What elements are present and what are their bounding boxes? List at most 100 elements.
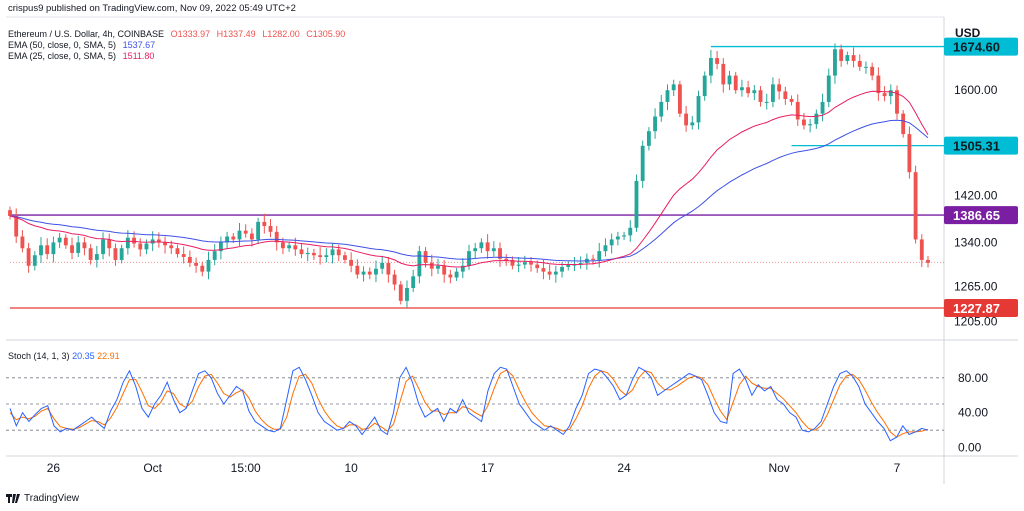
candle-body: [231, 236, 236, 240]
candle-body: [305, 252, 310, 255]
price-tick-label: 1420.00: [954, 189, 998, 203]
candle-body: [237, 230, 242, 240]
brand[interactable]: TradingView: [6, 493, 79, 504]
candle-body: [349, 259, 354, 266]
candle-body: [746, 87, 751, 94]
candle-body: [640, 145, 645, 181]
level-tag-bg: [944, 37, 1018, 56]
time-tick-label: 10: [344, 461, 358, 475]
candle-body: [808, 124, 813, 126]
candle-body: [293, 245, 298, 250]
level-price-tag: 1227.87: [944, 298, 1018, 317]
candle-body: [63, 237, 68, 246]
candle-body: [690, 122, 695, 126]
candle-body: [646, 131, 651, 146]
candle-body: [287, 245, 292, 249]
level-tag-bg: [944, 136, 1018, 155]
symbol-title[interactable]: Ethereum / U.S. Dollar, 4h, COINBASE: [8, 29, 165, 39]
time-tick-label: 15:00: [231, 461, 261, 475]
candle-body: [733, 75, 738, 91]
candle-body: [783, 91, 788, 99]
candle-body: [615, 236, 620, 240]
candle-body: [603, 245, 608, 252]
candle-body: [814, 113, 819, 125]
candle-body: [324, 255, 329, 257]
candle-body: [677, 84, 682, 114]
level-price-tag: 1505.31: [944, 136, 1018, 155]
candle-body: [398, 284, 403, 301]
ema50-value: 1537.67: [122, 40, 156, 50]
candle-body: [212, 251, 217, 260]
level-tag-label: 1386.65: [953, 208, 1000, 223]
candle-body: [380, 262, 385, 269]
candle-body: [318, 255, 323, 257]
ema-lines: [9, 90, 929, 268]
candle-body: [721, 63, 726, 85]
candle-body: [8, 210, 12, 217]
candle-body: [14, 216, 19, 237]
candle-body: [392, 274, 397, 285]
candle-body: [758, 90, 763, 102]
candle-body: [764, 101, 769, 103]
legend-ema50-row[interactable]: EMA (50, close, 0, SMA, 5) 1537.67: [8, 40, 159, 51]
candle-body: [845, 55, 850, 61]
candle-body: [429, 262, 434, 269]
time-tick-label: 26: [47, 461, 61, 475]
candle-body: [82, 242, 87, 249]
candle-body: [32, 255, 37, 266]
candle-body: [113, 248, 118, 260]
candle-body: [491, 248, 496, 252]
candle-body: [386, 262, 391, 275]
candle-body: [820, 101, 825, 114]
candle-body: [739, 87, 744, 91]
candle-body: [609, 239, 614, 246]
candle-body: [826, 75, 831, 102]
candle-body: [442, 265, 447, 275]
level-tag-label: 1674.60: [953, 40, 1000, 55]
horizontal-levels[interactable]: 1674.60 1505.31 1386.65 1227.87: [10, 37, 1018, 317]
ema25-line: [9, 90, 929, 268]
legend-stoch-row[interactable]: Stoch (14, 1, 3) 20.35 22.91: [8, 351, 120, 361]
candle-body: [175, 248, 180, 255]
candle-body: [448, 274, 453, 278]
candlestick-series: [8, 43, 930, 308]
candle-body: [411, 276, 416, 289]
stoch-tick-label: 0.00: [958, 441, 982, 455]
candle-body: [20, 236, 25, 249]
candle-body: [771, 84, 775, 102]
candle-body: [541, 268, 546, 272]
candle-body: [125, 237, 130, 249]
stoch-d-value: 22.91: [97, 351, 120, 361]
candle-body: [467, 251, 471, 266]
brand-name: TradingView: [24, 493, 80, 504]
candle-body: [857, 60, 862, 67]
candle-body: [795, 101, 800, 120]
stoch-k-value: 20.35: [72, 351, 95, 361]
candle-body: [888, 90, 893, 97]
candle-body: [789, 99, 794, 102]
legend-symbol-row: Ethereum / U.S. Dollar, 4h, COINBASE O13…: [8, 29, 349, 40]
candle-body: [895, 90, 899, 114]
stochastic-pane: 0.00 40.00 80.00: [6, 366, 988, 455]
candle-body: [405, 288, 409, 301]
currency-label: USD: [955, 26, 981, 40]
candle-body: [156, 239, 161, 243]
ohlc-open: O1333.97: [170, 29, 211, 39]
candle-body: [194, 262, 199, 266]
time-tick-label: 17: [481, 461, 495, 475]
candle-body: [882, 93, 887, 97]
candle-body: [622, 235, 626, 237]
candle-body: [243, 230, 248, 234]
stoch-k-line: [9, 366, 929, 442]
candle-body: [101, 239, 105, 255]
candle-body: [578, 262, 583, 265]
candle-body: [187, 257, 192, 263]
candle-body: [907, 134, 912, 173]
ema50-label: EMA (50, close, 0, SMA, 5): [8, 40, 117, 50]
candle-body: [169, 245, 174, 249]
time-axis: 26 Oct 15:00 10 17 24 Nov 7: [47, 461, 901, 475]
candle-body: [572, 264, 577, 266]
legend-ema25-row[interactable]: EMA (25, close, 0, SMA, 5) 1511.80: [8, 51, 158, 62]
candle-body: [76, 242, 81, 253]
